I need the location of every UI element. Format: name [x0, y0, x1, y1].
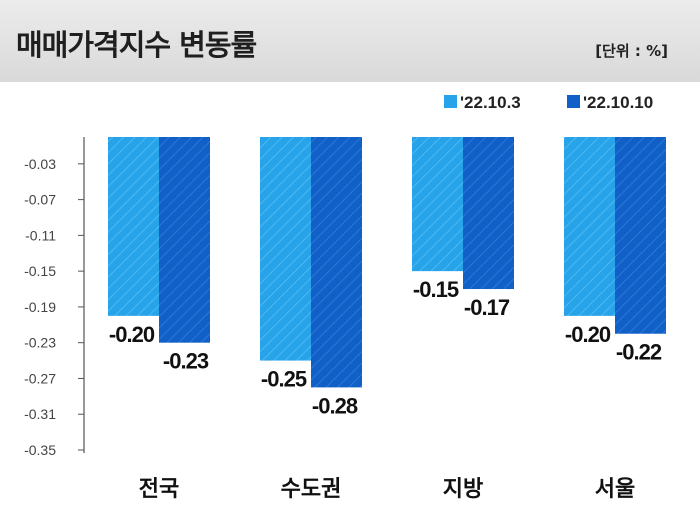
- chart-title: 매매가격지수 변동률: [16, 28, 257, 62]
- data-label: -0.15: [413, 277, 459, 302]
- legend-swatch: [567, 95, 580, 108]
- bar: [159, 137, 210, 343]
- y-tick-label: -0.31: [24, 406, 56, 422]
- data-label: -0.20: [109, 322, 155, 347]
- bar: [615, 137, 666, 334]
- x-category-label: 서울: [595, 477, 635, 502]
- bar: [311, 137, 362, 388]
- title-bar: 매매가격지수 변동률 [단위 : %]: [0, 0, 700, 82]
- y-tick-label: -0.35: [24, 442, 56, 458]
- x-category-label: 수도권: [281, 477, 342, 502]
- unit-label: [단위 : %]: [595, 42, 668, 60]
- x-category-label: 지방: [443, 477, 483, 502]
- x-axis: 전국 수도권 지방 서울: [139, 477, 635, 502]
- legend-label: '22.10.10: [583, 93, 653, 112]
- data-label: -0.22: [616, 340, 662, 365]
- y-tick-label: -0.15: [24, 263, 56, 279]
- legend: '22.10.3 '22.10.10: [444, 93, 653, 112]
- y-tick-label: -0.03: [24, 156, 56, 172]
- y-tick-label: -0.11: [25, 227, 56, 243]
- data-label: -0.20: [565, 322, 611, 347]
- bar: [463, 137, 514, 290]
- y-tick-label: -0.27: [24, 370, 56, 386]
- legend-swatch: [444, 95, 457, 108]
- y-axis: -0.03 -0.07 -0.11 -0.15 -0.19 -0.23 -0.27 -0.31…: [24, 137, 85, 458]
- data-label: -0.17: [464, 295, 510, 320]
- bar: [108, 137, 159, 316]
- x-category-label: 전국: [139, 477, 179, 502]
- legend-label: '22.10.3: [460, 93, 521, 112]
- data-label: -0.28: [312, 393, 358, 418]
- bar: [260, 137, 311, 361]
- data-label: -0.25: [261, 367, 307, 392]
- y-tick-label: -0.23: [24, 335, 56, 351]
- data-labels: -0.20-0.23-0.25-0.28-0.15-0.17-0.20-0.22: [109, 277, 663, 418]
- y-tick-label: -0.19: [24, 299, 56, 315]
- bars: [108, 137, 666, 388]
- bar: [564, 137, 615, 316]
- data-label: -0.23: [163, 349, 209, 374]
- bar: [412, 137, 463, 272]
- y-tick-label: -0.07: [24, 192, 56, 208]
